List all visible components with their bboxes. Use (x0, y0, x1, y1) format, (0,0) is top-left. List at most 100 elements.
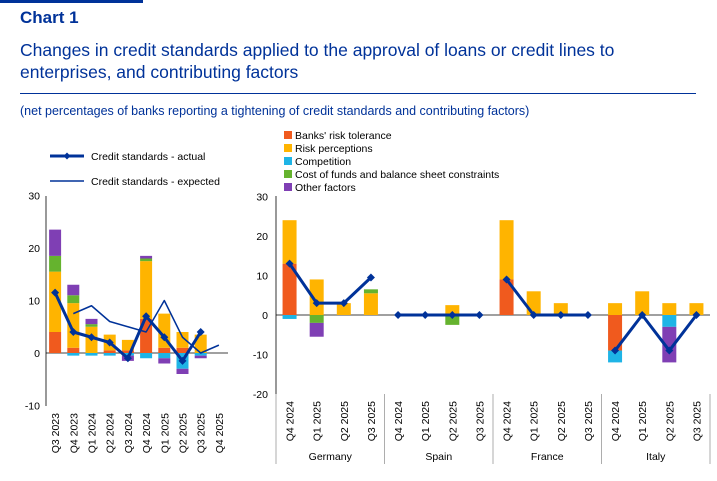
left-bar-segment (67, 353, 80, 356)
right-bar-segment (689, 303, 704, 315)
left-bar-segment (121, 350, 134, 353)
left-x-tick-label: Q1 2025 (159, 413, 171, 453)
left-x-tick-label: Q3 2023 (50, 413, 62, 453)
right-bar-segment (553, 303, 568, 315)
right-x-tick-label: Q4 2024 (393, 401, 405, 441)
right-actual-point (475, 311, 484, 319)
chart-title: Changes in credit standards applied to t… (20, 40, 615, 82)
legend-factor-label: Risk perceptions (295, 143, 373, 155)
right-bar-segment (363, 289, 378, 294)
group-label: Germany (309, 451, 353, 463)
left-x-tick-label: Q1 2024 (87, 413, 99, 453)
right-actual-point (583, 311, 592, 319)
left-bar-segment (49, 271, 62, 332)
right-x-tick-label: Q2 2025 (339, 401, 351, 441)
left-bar-segment (67, 284, 80, 296)
left-x-tick-label: Q4 2025 (214, 413, 226, 453)
right-actual-point (556, 311, 565, 319)
group-label: Spain (425, 451, 452, 463)
right-bar-segment (363, 293, 378, 315)
legend-actual-marker (63, 152, 71, 160)
left-y-tick-label: 0 (34, 348, 40, 360)
right-bar-segment (336, 303, 351, 315)
right-bar-segment (445, 305, 460, 315)
right-y-tick-label: 10 (256, 271, 268, 283)
right-x-tick-label: Q3 2025 (474, 401, 486, 441)
left-x-tick-label: Q3 2025 (196, 413, 208, 453)
right-bar-segment (608, 315, 623, 351)
top-accent-bar (0, 0, 143, 3)
left-x-tick-label: Q2 2024 (105, 413, 117, 453)
right-y-tick-label: 20 (256, 231, 268, 243)
group-label: Italy (646, 451, 666, 463)
left-bar-segment (176, 368, 189, 374)
legend-swatch (284, 183, 292, 191)
right-x-tick-label: Q4 2024 (502, 401, 514, 441)
legend-actual-label: Credit standards - actual (91, 151, 205, 163)
legend-factor-label: Banks' risk tolerance (295, 130, 392, 142)
right-x-tick-label: Q4 2024 (610, 401, 622, 441)
right-bar-segment (608, 350, 623, 363)
right-bar-segment (445, 315, 460, 325)
right-actual-point (366, 273, 375, 282)
title-divider (20, 93, 696, 94)
left-bar-segment (85, 353, 98, 356)
left-bar-segment (67, 303, 80, 348)
right-bar-segment (309, 315, 324, 323)
right-actual-line (288, 262, 372, 305)
right-actual-point (692, 311, 701, 319)
right-bar-segment (662, 326, 677, 363)
right-x-tick-label: Q4 2024 (285, 401, 297, 441)
right-bar-segment (662, 303, 677, 315)
right-y-tick-label: -20 (253, 389, 268, 401)
right-bar-segment (608, 303, 623, 315)
right-y-tick-label: 30 (256, 192, 268, 204)
left-actual-point (196, 328, 205, 336)
left-bar-segment (140, 353, 153, 359)
left-bar-segment (67, 347, 80, 353)
left-bar-segment (140, 258, 153, 262)
left-bar-segment (158, 347, 171, 353)
legend-swatch (284, 131, 292, 139)
left-bar-segment (49, 229, 62, 256)
left-bar-segment (67, 295, 80, 304)
right-bar-segment (282, 263, 297, 315)
legend-swatch (284, 157, 292, 165)
right-actual-point (665, 346, 674, 355)
left-x-tick-label: Q4 2023 (68, 413, 80, 453)
left-actual-point (69, 328, 78, 336)
right-x-tick-label: Q2 2025 (556, 401, 568, 441)
left-bar-segment (103, 353, 116, 356)
right-bar-segment (662, 315, 677, 327)
left-x-tick-label: Q4 2024 (141, 413, 153, 453)
right-x-tick-label: Q1 2025 (420, 401, 432, 441)
left-y-tick-label: 10 (28, 296, 40, 308)
left-bar-segment (49, 332, 62, 353)
legend-expected-label: Credit standards - expected (91, 176, 220, 188)
left-bar-segment (194, 353, 207, 356)
left-bar-segment (85, 324, 98, 327)
left-actual-point (51, 288, 60, 297)
left-bar-segment (140, 255, 153, 259)
left-bar-segment (194, 355, 207, 359)
left-bar-segment (103, 350, 116, 353)
right-actual-point (312, 299, 321, 308)
left-y-tick-label: 30 (28, 191, 40, 203)
chart-subtitle: (net percentages of banks reporting a ti… (20, 104, 530, 118)
right-actual-point (285, 259, 294, 268)
right-x-tick-label: Q2 2025 (664, 401, 676, 441)
left-bar-segment (176, 347, 189, 353)
chart-label: Chart 1 (20, 8, 79, 27)
right-x-tick-label: Q3 2025 (691, 401, 703, 441)
right-actual-point (448, 311, 457, 319)
right-x-tick-label: Q1 2025 (637, 401, 649, 441)
right-bar-segment (635, 291, 650, 315)
right-x-tick-label: Q1 2025 (529, 401, 541, 441)
left-actual-point (105, 338, 114, 347)
right-actual-point (638, 311, 647, 319)
legend-factor-label: Other factors (295, 182, 356, 194)
right-bar-segment (499, 220, 514, 280)
right-bar-segment (282, 220, 297, 264)
group-label: France (531, 451, 564, 463)
